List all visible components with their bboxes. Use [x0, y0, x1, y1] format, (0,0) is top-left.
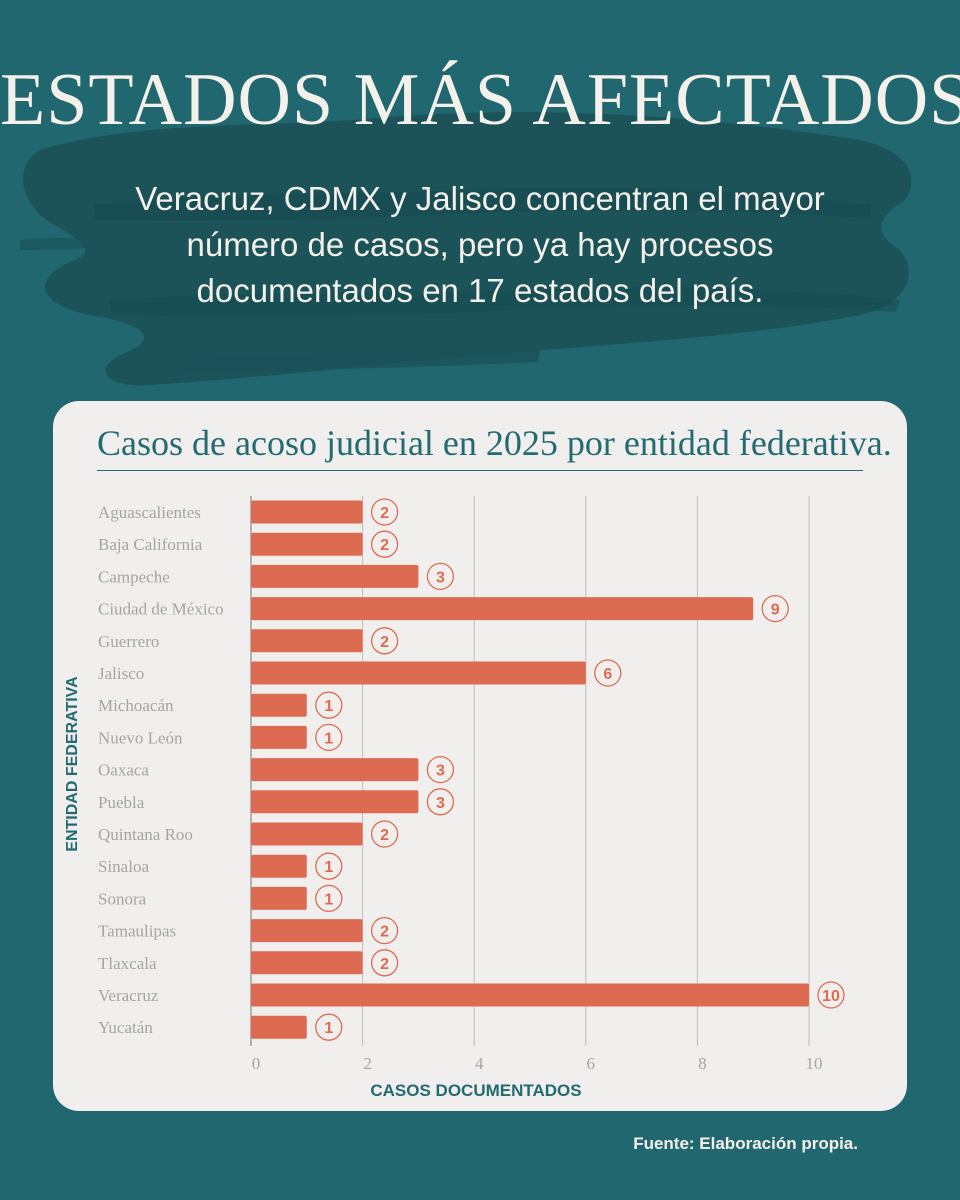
source-note: Fuente: Elaboración propia.	[633, 1134, 858, 1153]
data-label: 1	[324, 891, 333, 908]
data-label: 2	[380, 827, 389, 844]
value-badge	[370, 820, 399, 848]
bar-chart: 0 2 4 6 8 10 Aguascalientes 2 Baja California 2 Ca…	[64, 496, 845, 1100]
bar	[251, 886, 307, 910]
bar	[251, 983, 809, 1007]
category-label: Oaxaca	[98, 761, 149, 780]
y-axis-label: ENTIDAD FEDERATIVA	[64, 676, 81, 852]
category-label: Ciudad de México	[98, 600, 224, 619]
bar	[251, 919, 363, 943]
category-label: Sinaloa	[98, 857, 149, 876]
value-badge	[426, 755, 455, 784]
data-label: 1	[324, 698, 333, 715]
value-badge	[315, 852, 343, 880]
data-label: 1	[324, 859, 333, 876]
bar	[251, 758, 419, 782]
x-tick-label-5: 10	[806, 1054, 823, 1073]
value-badge	[817, 981, 845, 1009]
category-label: Michoacán	[98, 696, 174, 715]
bar	[251, 500, 363, 524]
data-label: 2	[380, 924, 389, 941]
data-label: 1	[324, 730, 333, 747]
bar	[251, 532, 363, 556]
data-label: 1	[324, 1020, 333, 1037]
bar	[251, 629, 363, 653]
data-label: 6	[603, 666, 612, 683]
value-badge	[426, 788, 455, 816]
headline: ESTADOS MÁS AFECTADOS:	[0, 59, 960, 141]
data-label: 3	[436, 795, 445, 812]
bar	[251, 1015, 307, 1039]
x-tick-label-1: 2	[363, 1054, 372, 1073]
category-label: Tlaxcala	[98, 954, 157, 973]
brush-stroke-background	[20, 112, 912, 386]
bar	[251, 854, 307, 878]
category-label: Nuevo León	[98, 728, 183, 747]
category-label: Jalisco	[98, 664, 144, 683]
bar	[251, 564, 419, 588]
value-badge	[426, 562, 455, 591]
value-badge	[594, 659, 622, 687]
x-tick-label-2: 4	[475, 1054, 484, 1073]
bar	[251, 661, 586, 685]
value-badge	[370, 949, 399, 977]
category-label: Sonora	[98, 889, 147, 908]
category-label: Puebla	[98, 793, 145, 812]
value-badge	[370, 916, 399, 945]
data-label: 9	[771, 602, 780, 619]
x-tick-label-3: 6	[587, 1054, 596, 1073]
bar	[251, 790, 419, 814]
subhead: Veracruz, CDMX y Jalisco concentran el m…	[135, 180, 825, 309]
data-label: 10	[822, 988, 840, 1005]
chart-card: Casos de acoso judicial en 2025 por enti…	[53, 401, 907, 1111]
value-badge	[370, 498, 399, 526]
data-label: 2	[380, 634, 389, 651]
category-label: Veracruz	[98, 986, 159, 1005]
bar	[251, 951, 363, 975]
title-divider	[97, 470, 863, 471]
chart-title: Casos de acoso judicial en 2025 por enti…	[97, 423, 892, 463]
category-label: Campeche	[98, 567, 170, 586]
data-label: 2	[380, 537, 389, 554]
bar	[251, 725, 307, 749]
x-axis-label: CASOS DOCUMENTADOS	[370, 1081, 581, 1100]
value-badge	[315, 691, 343, 719]
x-tick-label-4: 8	[698, 1054, 707, 1073]
category-label: Yucatán	[98, 1018, 153, 1037]
bar	[251, 822, 363, 846]
data-label: 3	[436, 569, 445, 586]
value-badge	[315, 723, 343, 752]
data-label: 3	[436, 763, 445, 780]
x-tick-label-0: 0	[252, 1054, 261, 1073]
value-badge	[370, 530, 399, 558]
bar	[251, 597, 754, 621]
data-label: 2	[380, 505, 389, 522]
data-label: 2	[380, 956, 389, 973]
category-label: Tamaulipas	[98, 922, 176, 941]
category-label: Guerrero	[98, 632, 159, 651]
value-badge	[315, 1013, 343, 1041]
category-label: Quintana Roo	[98, 825, 193, 844]
value-badge	[761, 594, 789, 623]
category-label: Baja California	[98, 535, 203, 554]
value-badge	[315, 884, 343, 913]
value-badge	[370, 627, 399, 655]
category-label: Aguascalientes	[98, 503, 201, 522]
bar	[251, 693, 307, 717]
